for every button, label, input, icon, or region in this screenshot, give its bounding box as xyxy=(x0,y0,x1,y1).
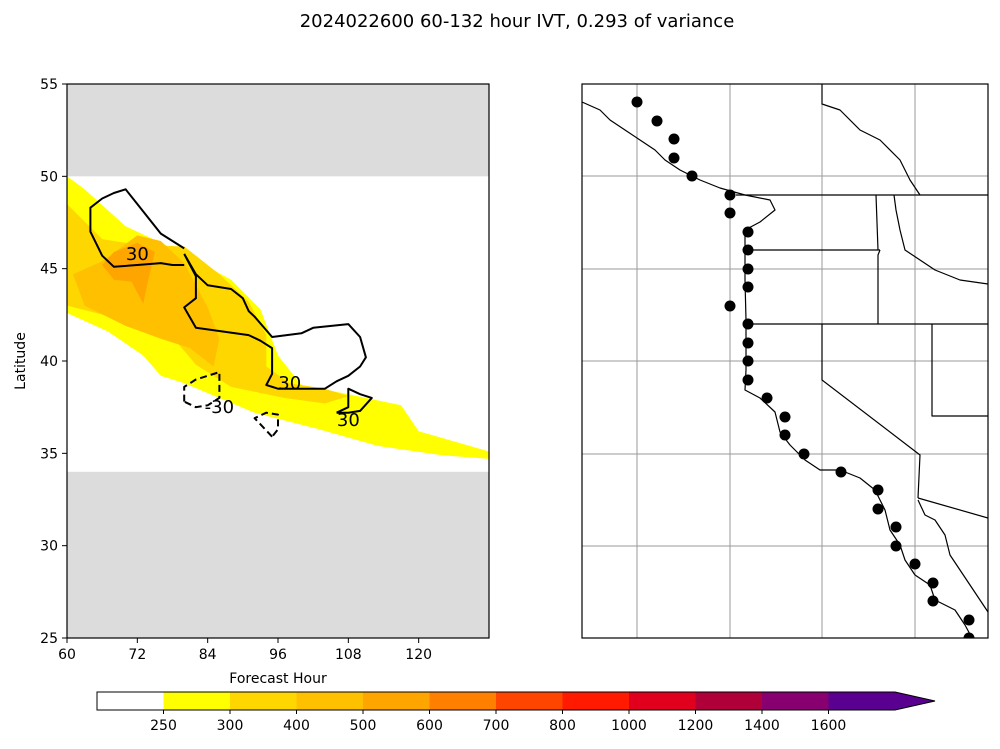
colorbar-cell xyxy=(695,692,763,710)
coast-point xyxy=(909,558,921,570)
contour-line xyxy=(253,411,279,438)
coast-point xyxy=(724,207,736,219)
coast-point xyxy=(890,540,902,552)
colorbar-cell xyxy=(496,692,563,710)
fill-level-500-600 xyxy=(102,242,155,304)
colorbar-tick-label: 1600 xyxy=(811,718,847,734)
colorbar-tick-label: 700 xyxy=(483,718,510,734)
coast-point xyxy=(872,484,884,496)
colorbar-tick-label: 600 xyxy=(416,718,443,734)
colorbar-cell xyxy=(429,692,497,710)
right-panel xyxy=(581,83,989,639)
border-line xyxy=(931,324,988,417)
coast-point xyxy=(631,96,643,108)
colorbar-tick-label: 1200 xyxy=(678,718,714,734)
x-tick-label: 120 xyxy=(405,647,432,663)
colorbar-cell xyxy=(163,692,231,710)
colorbar-cell xyxy=(296,692,364,710)
x-tick-label: 72 xyxy=(128,647,146,663)
coast-point xyxy=(742,226,754,238)
coast-point xyxy=(742,355,754,367)
coast-point xyxy=(779,429,791,441)
coast-point xyxy=(761,392,773,404)
y-tick-label: 40 xyxy=(40,354,58,370)
coast-point xyxy=(779,411,791,423)
x-tick-label: 60 xyxy=(58,647,76,663)
coast-point xyxy=(798,448,810,460)
y-tick-label: 35 xyxy=(40,446,58,462)
border-line xyxy=(893,194,988,285)
colorbar-cell xyxy=(97,692,164,710)
coast-point xyxy=(724,300,736,312)
map-frame xyxy=(581,83,989,639)
y-tick-label: 45 xyxy=(40,262,58,278)
x-tick-label: 96 xyxy=(269,647,287,663)
colorbar-tick-label: 500 xyxy=(350,718,377,734)
colorbar-cell xyxy=(828,692,935,710)
y-tick-label: 55 xyxy=(40,77,58,93)
colorbar-tick-label: 300 xyxy=(217,718,244,734)
contour-label: 30 xyxy=(337,410,360,431)
coastline xyxy=(917,499,988,613)
colorbar-frame xyxy=(96,691,936,711)
contour-label: 30 xyxy=(278,373,301,394)
border-line xyxy=(917,497,988,519)
coast-point xyxy=(927,577,939,589)
y-tick-label: 50 xyxy=(40,169,58,185)
colorbar-tick-label: 400 xyxy=(283,718,310,734)
contour-line xyxy=(89,188,185,268)
colorbar-cell xyxy=(562,692,630,710)
masked-region xyxy=(67,84,489,177)
y-tick-label: 30 xyxy=(40,539,58,555)
coast-point xyxy=(742,244,754,256)
border-line xyxy=(821,324,921,499)
coast-point xyxy=(742,374,754,386)
coast-point xyxy=(668,152,680,164)
colorbar-tick-label: 1400 xyxy=(744,718,780,734)
coast-point xyxy=(742,281,754,293)
coast-point xyxy=(742,263,754,275)
coast-point xyxy=(890,521,902,533)
coast-point xyxy=(963,614,975,626)
colorbar-cell xyxy=(762,692,829,710)
colorbar: 250 300 400 500 600 700 800 1000 1200 1400 1600 xyxy=(96,691,936,734)
coast-point xyxy=(668,133,680,145)
contour-label: 30 xyxy=(126,244,149,265)
coast-point xyxy=(686,170,698,182)
coast-point xyxy=(724,189,736,201)
border-line xyxy=(821,84,921,196)
contour-line xyxy=(183,253,367,390)
coast-point xyxy=(927,595,939,607)
border-line xyxy=(877,249,881,324)
coast-point xyxy=(742,337,754,349)
contour-line xyxy=(336,387,373,414)
x-tick-label: 84 xyxy=(199,647,217,663)
coast-point xyxy=(872,503,884,515)
colorbar-tick-label: 250 xyxy=(150,718,177,734)
figure-title: 2024022600 60-132 hour IVT, 0.293 of var… xyxy=(300,11,735,32)
coast-point xyxy=(651,115,663,127)
colorbar-cell xyxy=(363,692,430,710)
y-tick-label: 25 xyxy=(40,631,58,647)
contour-line xyxy=(183,371,221,409)
colorbar-tick-label: 1000 xyxy=(611,718,647,734)
x-axis-label: Forecast Hour xyxy=(229,671,327,687)
contour-label: -30 xyxy=(205,397,234,418)
colorbar-tick-label: 800 xyxy=(549,718,576,734)
x-tick-label: 108 xyxy=(335,647,362,663)
masked-region xyxy=(67,471,489,638)
colorbar-cell xyxy=(230,692,297,710)
coast-point xyxy=(835,466,847,478)
colorbar-cell xyxy=(629,692,696,710)
coast-point xyxy=(742,318,754,330)
y-axis-label: Latitude xyxy=(13,332,29,390)
border-line xyxy=(875,194,879,251)
coast-point xyxy=(963,632,975,638)
